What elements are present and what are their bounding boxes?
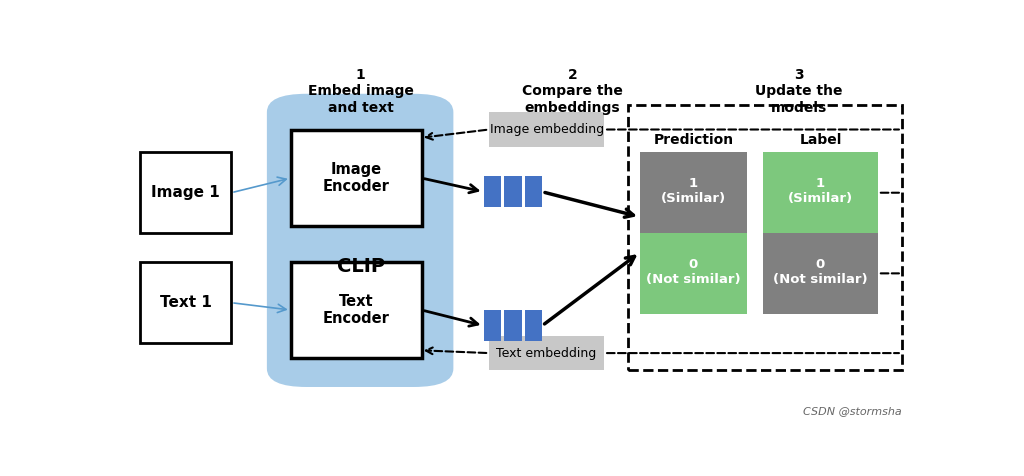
Text: Label: Label (800, 133, 842, 147)
Bar (763, 233, 878, 314)
Bar (504, 176, 521, 208)
Text: CLIP: CLIP (337, 257, 385, 276)
Bar (524, 176, 543, 208)
Text: CSDN @stormsha: CSDN @stormsha (803, 407, 902, 416)
Bar (628, 105, 902, 370)
Text: 3
Update the
models: 3 Update the models (755, 68, 843, 115)
Bar (291, 130, 422, 226)
FancyBboxPatch shape (267, 94, 454, 387)
Bar (524, 310, 543, 341)
Text: Image embedding: Image embedding (489, 123, 604, 136)
Text: Text 1: Text 1 (160, 295, 212, 310)
Bar (140, 262, 231, 343)
Bar (489, 112, 604, 147)
Text: Text embedding: Text embedding (497, 347, 597, 359)
Text: 1
(Similar): 1 (Similar) (787, 177, 853, 205)
Text: Prediction: Prediction (653, 133, 734, 147)
Bar (291, 262, 422, 357)
Text: 2
Compare the
embeddings: 2 Compare the embeddings (522, 68, 623, 115)
Text: Text
Encoder: Text Encoder (323, 294, 389, 326)
Bar (763, 152, 878, 233)
Bar (504, 310, 521, 341)
Text: Image 1: Image 1 (152, 185, 220, 200)
Bar (640, 233, 748, 314)
Text: 0
(Not similar): 0 (Not similar) (773, 258, 867, 286)
Bar (483, 310, 501, 341)
Bar (140, 152, 231, 233)
Text: Image
Encoder: Image Encoder (323, 162, 389, 194)
Bar (483, 176, 501, 208)
Bar (489, 336, 604, 370)
Bar (640, 152, 748, 233)
Text: 1
Embed image
and text: 1 Embed image and text (307, 68, 414, 115)
Text: 0
(Not similar): 0 (Not similar) (646, 258, 740, 286)
Text: 1
(Similar): 1 (Similar) (660, 177, 726, 205)
